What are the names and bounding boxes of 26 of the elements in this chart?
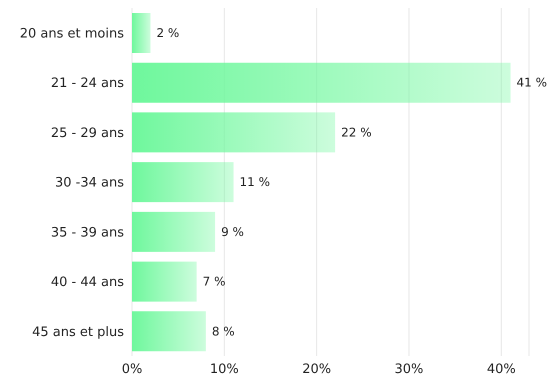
bar — [132, 262, 197, 302]
data-label: 7 % — [202, 274, 226, 289]
x-tick-label: 40% — [486, 362, 516, 378]
data-label: 2 % — [156, 26, 180, 40]
y-tick-label: 20 ans et moins — [20, 26, 124, 42]
y-tick-label: 45 ans et plus — [32, 324, 124, 340]
x-tick-label: 20% — [302, 362, 332, 378]
bar — [132, 212, 216, 252]
data-label: 11 % — [240, 175, 270, 190]
y-tick-label: 25 - 29 ans — [50, 126, 124, 141]
y-tick-label: 35 - 39 ans — [50, 225, 124, 240]
y-tick-label: 30 -34 ans — [54, 176, 124, 191]
x-tick-label: 0% — [122, 362, 142, 378]
y-tick-label: 40 - 44 ans — [50, 275, 124, 290]
data-label: 41 % — [516, 76, 548, 90]
data-label: 22 % — [341, 125, 372, 140]
data-label: 8 % — [212, 324, 235, 338]
y-tick-label: 21 - 24 ans — [50, 76, 124, 92]
x-tick-label: 10% — [210, 362, 239, 378]
data-label: 9 % — [221, 224, 244, 239]
x-tick-label: 30% — [394, 362, 424, 378]
bar — [132, 62, 511, 103]
bar — [132, 13, 150, 53]
bar — [132, 162, 234, 202]
bar — [132, 311, 206, 352]
bar — [132, 112, 336, 152]
